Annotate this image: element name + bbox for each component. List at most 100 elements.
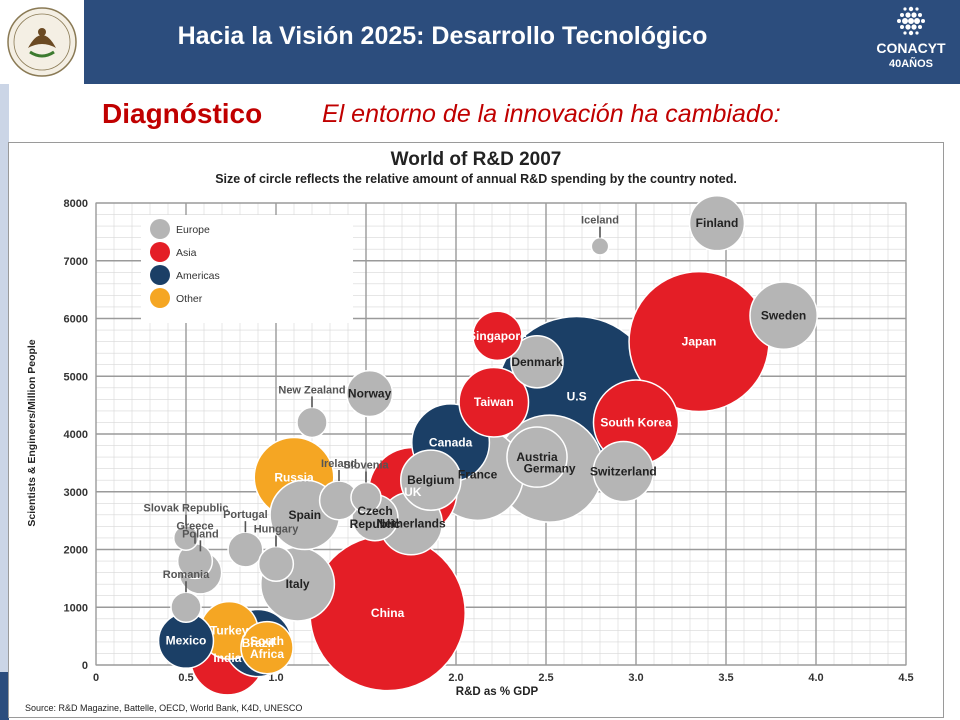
- bubble-label-france: France: [458, 467, 498, 481]
- bubble-label-slovenia: Slovenia: [343, 459, 389, 471]
- legend-swatch-asia: [150, 242, 170, 262]
- bubble-label-hungary: Hungary: [254, 524, 300, 536]
- bubble-romania: [170, 591, 202, 624]
- bubble-iceland: [590, 236, 610, 256]
- conacyt-logo-icon: [897, 6, 925, 36]
- bubble-south-africa: [240, 620, 294, 675]
- header-bar: Hacia la Visión 2025: Desarrollo Tecnoló…: [0, 0, 960, 84]
- bubble-sweden: [749, 281, 818, 350]
- bubble-label-switzerland: Switzerland: [590, 465, 657, 479]
- bubble-slovak-republic: [172, 524, 200, 551]
- bubble-finland: [688, 195, 746, 252]
- y-tick-label: 8000: [64, 198, 88, 210]
- bubble-label-romania: Romania: [163, 569, 210, 581]
- y-tick-label: 2000: [64, 545, 88, 557]
- legend-swatch-europe: [150, 219, 170, 239]
- legend-box: [141, 215, 353, 323]
- bubble-label-czech-republic: Republic: [350, 517, 401, 531]
- header-title: Hacia la Visión 2025: Desarrollo Tecnoló…: [177, 22, 708, 50]
- x-tick-label: 3.0: [628, 672, 643, 684]
- bubble-label-mexico: Mexico: [166, 634, 207, 648]
- x-tick-label: 0.5: [178, 672, 193, 684]
- conacyt-logo: CONACYT 40AÑOS: [862, 0, 960, 84]
- section-title: Diagnóstico: [102, 98, 263, 129]
- legend-swatch-americas: [150, 265, 170, 285]
- bubble-label-czech-republic: Czech: [357, 504, 392, 518]
- bubble-label-portugal: Portugal: [223, 509, 268, 521]
- bubble-label-russia: Russia: [274, 470, 314, 484]
- bubble-label-brazil: Brazil: [242, 636, 275, 650]
- y-tick-label: 3000: [64, 487, 88, 499]
- bubble-label-south-africa: Africa: [250, 647, 284, 661]
- bubble-label-new-zealand: New Zealand: [278, 384, 345, 396]
- bubble-label-finland: Finland: [696, 216, 739, 230]
- bubble-taiwan: [458, 366, 530, 438]
- y-tick-label: 6000: [64, 314, 88, 326]
- bubble-switzerland: [592, 440, 655, 503]
- left-side-bar: [0, 84, 9, 720]
- bubbles: [157, 195, 818, 696]
- bubble-label-japan: Japan: [682, 335, 717, 349]
- legend-swatch-other: [150, 288, 170, 308]
- bubble-austria: [506, 426, 568, 488]
- bubble-label-ireland: Ireland: [321, 458, 357, 470]
- bubble-belgium: [399, 449, 462, 512]
- x-tick-label: 1.0: [268, 672, 283, 684]
- bubble-label-slovak-republic: Slovak Republic: [144, 503, 229, 515]
- y-tick-label: 5000: [64, 371, 88, 383]
- bubble-label-taiwan: Taiwan: [474, 395, 514, 409]
- bubble-label-norway: Norway: [348, 387, 392, 401]
- y-tick-label: 0: [82, 660, 88, 672]
- bubble-chart: World of R&D 2007 Size of circle reflect…: [25, 149, 914, 713]
- bubble-label-uk: UK: [404, 485, 422, 499]
- chart-subtitle: Size of circle reflects the relative amo…: [215, 172, 737, 186]
- x-tick-label: 4.0: [808, 672, 823, 684]
- bubble-label-germany: Germany: [524, 462, 576, 476]
- bubble-label-canada: Canada: [429, 436, 473, 450]
- y-tick-label: 1000: [64, 602, 88, 614]
- legend-label-americas: Americas: [176, 270, 220, 282]
- bubble-label-india: India: [213, 651, 241, 665]
- x-tick-label: 2.5: [538, 672, 553, 684]
- bubble-label-italy: Italy: [286, 577, 310, 591]
- y-tick-label: 7000: [64, 256, 88, 268]
- bubble-label-spain: Spain: [288, 508, 321, 522]
- chart-frame: World of R&D 2007 Size of circle reflect…: [8, 142, 944, 718]
- bubble-label-u-s: U.S: [567, 389, 587, 403]
- x-tick-label: 0: [93, 672, 99, 684]
- bubble-new-zealand: [296, 406, 328, 439]
- section-subtitle: El entorno de la innovación ha cambiado:: [322, 100, 781, 128]
- bubble-label-south-korea: South Korea: [600, 415, 672, 429]
- bubble-denmark: [510, 335, 564, 389]
- bubble-hungary: [257, 545, 295, 583]
- legend-label-other: Other: [176, 293, 203, 305]
- bubble-label-singapore: Singapore: [468, 329, 527, 343]
- legend-label-europe: Europe: [176, 224, 210, 236]
- x-tick-label: 2.0: [448, 672, 463, 684]
- anniversary-label: 40AÑOS: [888, 58, 934, 70]
- chart-legend: Europe Asia Americas Other: [141, 215, 353, 323]
- bubble-label-china: China: [371, 606, 405, 620]
- legend-label-asia: Asia: [176, 247, 197, 259]
- x-tick-label: 4.5: [898, 672, 913, 684]
- bubble-label-austria: Austria: [516, 450, 558, 464]
- mexico-emblem-icon: [0, 0, 84, 84]
- conacyt-label: CONACYT: [876, 40, 946, 56]
- bubble-label-netherlands: Netherlands: [376, 517, 446, 531]
- bubble-label-sweden: Sweden: [761, 309, 806, 323]
- bubble-portugal: [227, 531, 264, 568]
- bubble-label-belgium: Belgium: [407, 473, 454, 487]
- bubble-singapore: [472, 310, 523, 362]
- bubble-label-denmark: Denmark: [511, 355, 563, 369]
- bubble-label-iceland: Iceland: [581, 215, 619, 227]
- bubble-label-south-africa: South: [250, 634, 284, 648]
- y-tick-label: 4000: [64, 429, 88, 441]
- left-side-bar-accent: [0, 672, 9, 720]
- chart-source: Source: R&D Magazine, Battelle, OECD, Wo…: [25, 703, 302, 713]
- axis-ticks: 00.51.01.52.02.53.03.54.04.5010002000300…: [64, 198, 914, 684]
- x-axis-label: R&D as % GDP: [456, 686, 539, 698]
- y-axis-label: Scientists & Engineers/Million People: [26, 339, 38, 526]
- bubble-label-turkey: Turkey: [210, 623, 249, 637]
- chart-title: World of R&D 2007: [391, 149, 562, 170]
- bubble-labels: China U.S Japan Germany France UK South Korea C…: [144, 215, 807, 665]
